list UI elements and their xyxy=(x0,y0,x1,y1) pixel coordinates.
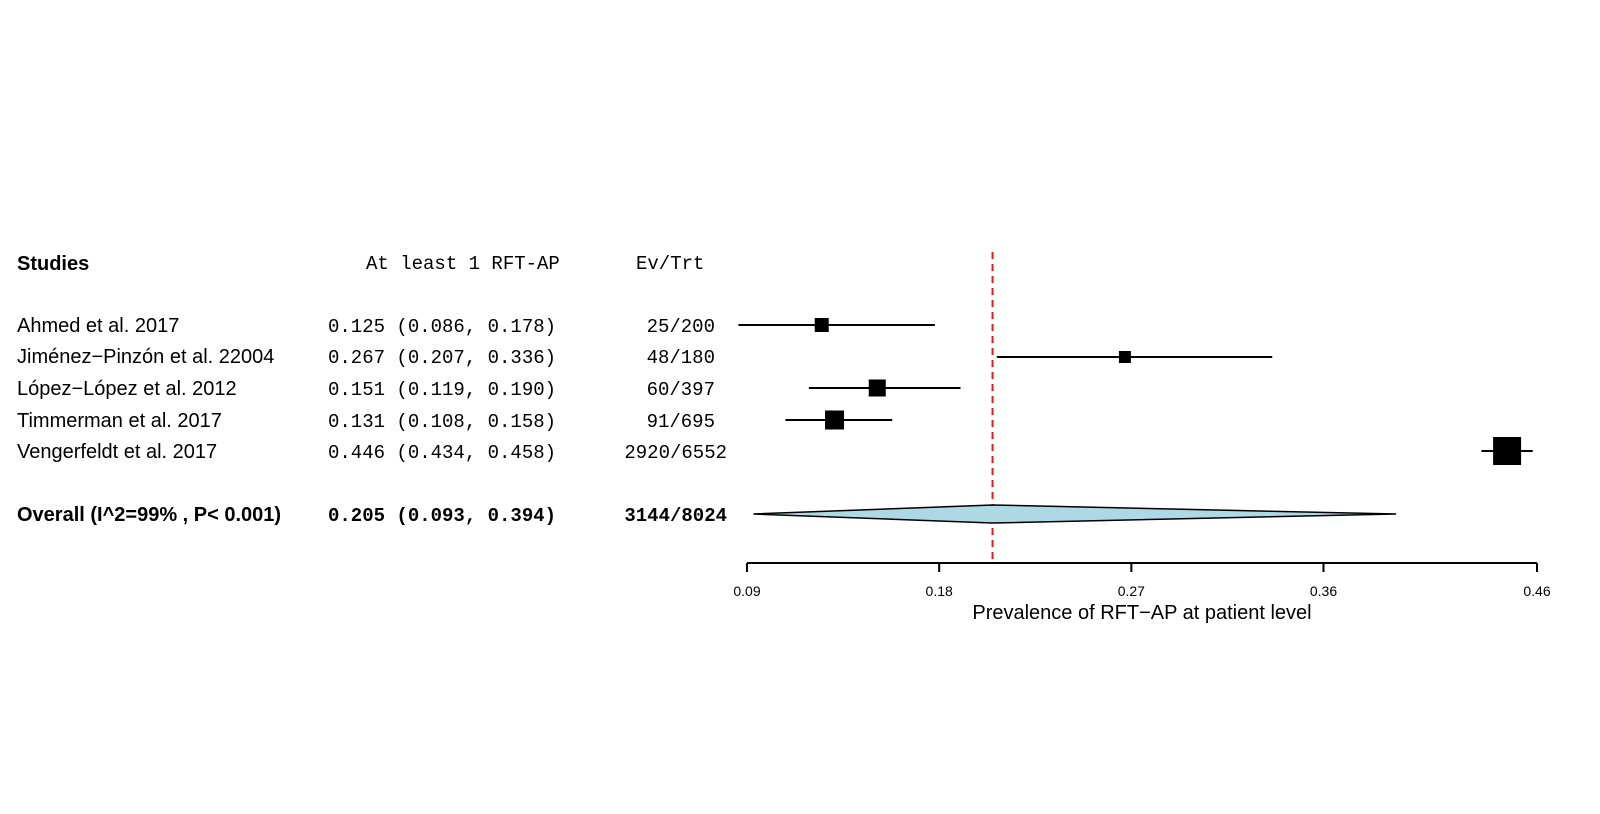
study-events: 48/180 xyxy=(647,347,715,369)
study-label: Jiménez−Pinzón et al. 22004 xyxy=(17,346,274,368)
x-tick-label: 0.46 xyxy=(1523,583,1550,599)
x-axis-title: Prevalence of RFT−AP at patient level xyxy=(972,602,1311,624)
study-point xyxy=(1493,437,1522,465)
header-studies: Studies xyxy=(17,253,89,275)
study-point xyxy=(1118,351,1131,363)
study-row: Ahmed et al. 2017 0.125 (0.086, 0.178) 2… xyxy=(17,315,715,338)
x-tick-label: 0.36 xyxy=(1310,583,1337,599)
header-estimate: At least 1 RFT-AP xyxy=(366,253,560,275)
study-ci: 0.125 (0.086, 0.178) xyxy=(328,316,556,338)
overall-ci: 0.205 (0.093, 0.394) xyxy=(328,505,556,527)
x-tick-label: 0.09 xyxy=(733,583,760,599)
study-row: Timmerman et al. 2017 0.131 (0.108, 0.15… xyxy=(17,410,715,433)
study-row: Jiménez−Pinzón et al. 22004 0.267 (0.207… xyxy=(17,346,715,369)
study-ci: 0.267 (0.207, 0.336) xyxy=(328,347,556,369)
study-events: 60/397 xyxy=(647,379,715,401)
x-tick-label: 0.27 xyxy=(1118,583,1145,599)
study-ci: 0.131 (0.108, 0.158) xyxy=(328,411,556,433)
study-events: 91/695 xyxy=(647,411,715,433)
study-events: 2920/6552 xyxy=(624,442,727,464)
header-events: Ev/Trt xyxy=(636,253,704,275)
study-label: Timmerman et al. 2017 xyxy=(17,410,222,432)
study-ci: 0.151 (0.119, 0.190) xyxy=(328,379,556,401)
plot-area: 0.09 0.18 0.27 0.36 0.46 xyxy=(733,252,1551,599)
study-label: Vengerfeldt et al. 2017 xyxy=(17,441,217,463)
overall-row: Overall (I^2=99% , P< 0.001) 0.205 (0.09… xyxy=(17,504,727,527)
study-label: López−López et al. 2012 xyxy=(17,378,237,400)
x-tick-label: 0.18 xyxy=(926,583,953,599)
overall-events: 3144/8024 xyxy=(624,505,727,527)
overall-diamond xyxy=(753,504,1397,524)
study-point xyxy=(825,410,845,430)
study-point xyxy=(868,379,886,397)
study-row: Vengerfeldt et al. 2017 0.446 (0.434, 0.… xyxy=(17,441,727,464)
study-events: 25/200 xyxy=(647,316,715,338)
study-row: López−López et al. 2012 0.151 (0.119, 0.… xyxy=(17,378,715,401)
study-point xyxy=(814,318,829,332)
study-label: Ahmed et al. 2017 xyxy=(17,315,179,337)
study-ci: 0.446 (0.434, 0.458) xyxy=(328,442,556,464)
overall-label: Overall (I^2=99% , P< 0.001) xyxy=(17,504,281,526)
